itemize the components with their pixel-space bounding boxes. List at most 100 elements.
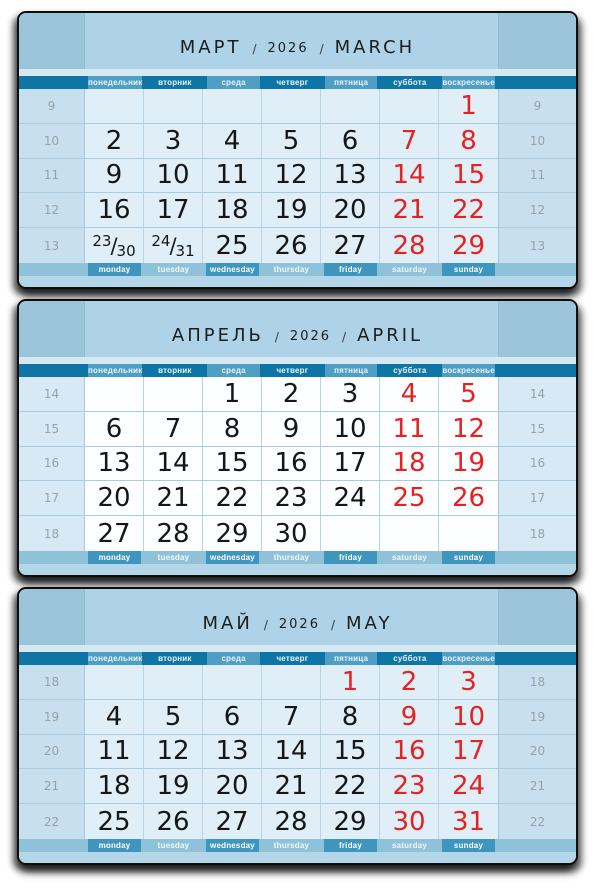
weekday-footer-label: monday — [98, 841, 131, 850]
date-cell: 24/31 — [144, 228, 203, 263]
date-cell-empty — [144, 89, 203, 124]
footer-bar-corner-left — [19, 551, 85, 564]
date-cell: 30 — [262, 516, 321, 551]
date-cell: 19 — [262, 193, 321, 229]
weekday-header-wednesday: среда — [204, 76, 263, 89]
date-cell: 7 — [262, 699, 321, 735]
month-title: МАРТ / 2026 / MARCH — [19, 13, 576, 69]
weekday-header-row: понедельник вторник среда четверг пятница суб… — [19, 76, 576, 89]
footer-strip — [19, 564, 576, 575]
weekday-footer-label: wednesday — [210, 265, 255, 274]
date-cell-empty — [380, 89, 439, 124]
weekday-footer-tuesday: tuesday — [144, 551, 203, 564]
date-cell: 29 — [203, 516, 262, 551]
date-cell: 28 — [380, 228, 439, 263]
date-cell: 25 — [85, 804, 144, 839]
date-cell: 2 — [262, 377, 321, 412]
date-cell: 10 — [439, 699, 498, 735]
date-cell: 12 — [262, 158, 321, 194]
date-cell: 9 — [380, 699, 439, 735]
date-cell: 13 — [321, 158, 380, 194]
slash-separator: / — [263, 617, 268, 632]
date-cell: 25 — [380, 481, 439, 517]
header-bar-corner-right — [498, 76, 576, 89]
weekday-footer-thursday: thursday — [262, 551, 321, 564]
weekday-header-sunday: воскресенье — [439, 652, 498, 665]
weekday-footer-segment: tuesday — [147, 839, 200, 852]
date-cell: 8 — [203, 411, 262, 447]
month-name-ru: МАЙ — [202, 613, 253, 634]
week-number-right: 22 — [498, 804, 576, 839]
weekday-footer-sunday: sunday — [439, 551, 498, 564]
date-cell: 16 — [380, 734, 439, 770]
week-number-right: 19 — [498, 699, 576, 735]
date-cell: 1 — [439, 89, 498, 124]
weekday-footer-segment: saturday — [383, 263, 436, 276]
date-cell: 19 — [439, 446, 498, 482]
date-cell-empty — [85, 89, 144, 124]
date-cell: 4 — [85, 699, 144, 735]
title-side-right — [498, 589, 576, 645]
week-number-right: 18 — [498, 516, 576, 551]
weekday-footer-label: saturday — [392, 553, 427, 562]
weekday-header-monday: понедельник — [85, 652, 145, 665]
weekday-header-segment: воскресенье — [442, 76, 495, 89]
header-bar-corner-right — [498, 364, 576, 377]
weekday-header-thursday: четверг — [263, 364, 322, 377]
weekday-footer-saturday: saturday — [380, 551, 439, 564]
weekday-header-label: среда — [221, 78, 246, 87]
date-cell: 29 — [439, 228, 498, 263]
week-number-left: 14 — [19, 377, 85, 412]
date-grid: 14 1 2 3 4 5 14 15 6 7 8 9 10 11 12 15 16 13 14 15 16 17 18 19 1… — [19, 377, 576, 551]
weekday-footer-segment: friday — [324, 839, 377, 852]
date-cell: 16 — [262, 446, 321, 482]
date-cell: 27 — [321, 228, 380, 263]
date-cell-empty — [439, 516, 498, 551]
weekday-footer-saturday: saturday — [380, 839, 439, 852]
weekday-footer-segment: thursday — [265, 263, 318, 276]
month-name-en: MARCH — [334, 37, 416, 58]
date-cell: 9 — [262, 411, 321, 447]
weekday-footer-wednesday: wednesday — [203, 551, 262, 564]
month-year: 2026 — [289, 329, 332, 344]
date-cell-empty — [144, 665, 203, 700]
date-cell: 5 — [144, 699, 203, 735]
date-cell: 24 — [321, 481, 380, 517]
month-block-april: АПРЕЛЬ/2026/APRIL понедельник вторник среда… — [17, 299, 578, 577]
weekday-footer-segment: saturday — [383, 551, 436, 564]
week-number-right: 11 — [498, 158, 576, 194]
header-bar-corner-left — [19, 652, 85, 665]
date-cell: 28 — [262, 804, 321, 839]
date-cell: 4 — [380, 377, 439, 412]
date-cell: 27 — [203, 804, 262, 839]
date-cell: 14 — [144, 446, 203, 482]
month-name-en: APRIL — [357, 325, 424, 346]
date-cell: 6 — [321, 123, 380, 159]
weekday-header-tuesday: вторник — [145, 652, 204, 665]
week-number-right: 16 — [498, 446, 576, 482]
dual-date-overflow: 30 — [116, 241, 136, 260]
slash-separator: / — [252, 41, 257, 56]
date-cell-empty — [144, 377, 203, 412]
date-cell-empty — [321, 516, 380, 551]
title-side-left — [19, 589, 85, 645]
weekday-header-saturday: суббота — [380, 364, 439, 377]
date-cell-empty — [203, 89, 262, 124]
weekday-footer-monday: monday — [85, 551, 144, 564]
weekday-footer-segment: wednesday — [206, 839, 259, 852]
footer-strip — [19, 276, 576, 287]
date-cell-empty — [203, 665, 262, 700]
weekday-header-saturday: суббота — [380, 652, 439, 665]
date-cell: 8 — [321, 699, 380, 735]
weekday-header-segment: четверг — [266, 364, 319, 377]
weekday-footer-label: tuesday — [157, 553, 190, 562]
date-cell: 26 — [262, 228, 321, 263]
title-separator-strip — [19, 357, 576, 364]
date-cell: 10 — [321, 411, 380, 447]
weekday-footer-label: monday — [98, 553, 131, 562]
weekday-footer-row: monday tuesday wednesday thursday friday satu… — [19, 551, 576, 564]
title-center — [85, 589, 498, 645]
date-cell: 18 — [85, 769, 144, 805]
weekday-header-wednesday: среда — [204, 364, 263, 377]
date-cell: 10 — [144, 158, 203, 194]
